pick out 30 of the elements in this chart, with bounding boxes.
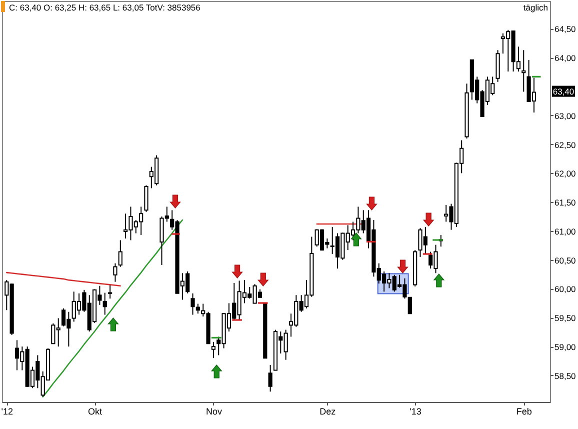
chart-title: C: 63,40 O: 63,25 H: 63,65 L: 63,05 TotV: 3853956 — [9, 2, 201, 12]
candlestick — [118, 240, 122, 268]
candlestick — [102, 292, 107, 316]
line-series — [42, 219, 184, 398]
x-tick-label: Okt — [88, 406, 103, 416]
x-tick-label: Dez — [320, 406, 336, 416]
y-tick-label: 64,50 — [554, 24, 576, 34]
y-tick-label: 58,50 — [554, 370, 576, 381]
y-tick-label: 62,50 — [554, 140, 576, 150]
y-tick-label: 61,50 — [554, 198, 576, 208]
x-tick-label: Feb — [516, 406, 532, 416]
y-tick-label: 62,00 — [554, 168, 576, 179]
candlestick — [211, 341, 216, 359]
x-tick-label: '13 — [410, 406, 422, 416]
candlestick — [268, 364, 272, 392]
y-tick-label: 63,00 — [554, 110, 576, 121]
x-tick-label: '12 — [1, 406, 14, 416]
y-tick-label: 60,50 — [554, 255, 576, 266]
y-tick-label: 59,50 — [554, 313, 576, 324]
candlestick — [144, 184, 148, 212]
candlestick — [113, 262, 118, 282]
x-tick-label: Nov — [206, 406, 222, 416]
candlestick — [108, 284, 112, 300]
y-tick-label: 64,00 — [554, 53, 576, 64]
chart-subtitle: täglich — [523, 2, 548, 12]
y-tick-label: 61,00 — [554, 226, 576, 236]
line-series — [6, 272, 122, 287]
y-tick-label: 59,00 — [554, 342, 576, 352]
candlestick — [522, 50, 526, 92]
y-tick-label: 60,00 — [554, 284, 576, 294]
